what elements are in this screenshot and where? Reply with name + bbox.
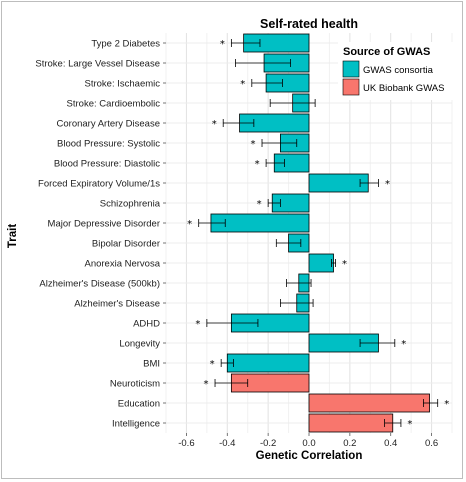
significance-star: * — [204, 379, 209, 390]
axis-layer: Type 2 Diabetes Stroke: Large Vessel Dise… — [35, 39, 438, 450]
significance-star: * — [444, 399, 449, 410]
bar — [308, 393, 430, 413]
x-tick-label: 0.4 — [384, 438, 397, 449]
significance-star: * — [342, 259, 347, 270]
y-tick-label: Stroke: Large Vessel Disease — [35, 59, 160, 70]
x-tick-label: -0.6 — [178, 438, 194, 449]
y-tick-label: Schizophrenia — [100, 199, 161, 210]
legend-swatch-uk-biobank — [342, 78, 360, 96]
bar — [308, 173, 369, 193]
significance-star: * — [240, 79, 245, 90]
significance-star: * — [195, 319, 200, 330]
x-tick-label: 0.0 — [302, 438, 315, 449]
y-tick-label: Alzheimer's Disease (500kb) — [39, 279, 160, 290]
bars-layer: *************** — [187, 33, 449, 433]
bar — [226, 353, 310, 373]
y-tick-label: Coronary Artery Disease — [57, 119, 160, 130]
x-tick-label: 0.2 — [343, 438, 356, 449]
legend-label-gwas-consortia: GWAS consortia — [363, 65, 434, 76]
y-tick-label: Alzheimer's Disease — [74, 299, 160, 310]
legend-label-uk-biobank: UK Biobank GWAS — [363, 83, 444, 94]
legend: Source of GWAS GWAS consortia UK Biobank… — [338, 42, 458, 100]
significance-star: * — [220, 39, 225, 50]
bar — [308, 413, 394, 433]
significance-star: * — [255, 159, 260, 170]
bar — [308, 253, 334, 273]
y-tick-label: Blood Pressure: Systolic — [57, 139, 160, 150]
x-axis-title: Genetic Correlation — [256, 450, 363, 462]
y-tick-label: Type 2 Diabetes — [91, 39, 160, 50]
chart-title: Self-rated health — [260, 17, 358, 31]
y-tick-label: Longevity — [119, 339, 160, 350]
significance-star: * — [251, 139, 256, 150]
y-tick-label: Anorexia Nervosa — [84, 259, 160, 270]
significance-star: * — [385, 179, 390, 190]
x-tick-label: 0.6 — [425, 438, 438, 449]
x-tick-label: -0.2 — [260, 438, 276, 449]
y-tick-label: Neuroticism — [110, 379, 160, 390]
significance-star: * — [212, 119, 217, 130]
significance-star: * — [210, 359, 215, 370]
y-tick-label: Forced Expiratory Volume/1s — [38, 179, 160, 190]
legend-title: Source of GWAS — [343, 46, 430, 58]
y-tick-label: Blood Pressure: Diastolic — [54, 159, 160, 170]
significance-star: * — [401, 339, 406, 350]
y-tick-label: ADHD — [133, 319, 160, 330]
y-tick-label: Education — [118, 399, 160, 410]
significance-star: * — [257, 199, 262, 210]
y-tick-label: Major Depressive Disorder — [48, 219, 160, 230]
y-tick-label: Stroke: Ischaemic — [85, 79, 161, 90]
y-tick-label: Bipolar Disorder — [92, 239, 160, 250]
y-tick-label: Stroke: Cardioembolic — [67, 99, 161, 110]
bar — [210, 213, 310, 233]
y-tick-label: BMI — [143, 359, 160, 370]
y-axis-title: Trait — [7, 224, 19, 248]
significance-star: * — [407, 419, 412, 430]
legend-swatch-gwas-consortia — [342, 60, 360, 78]
x-tick-label: -0.4 — [219, 438, 235, 449]
y-tick-label: Intelligence — [112, 419, 160, 430]
significance-star: * — [187, 219, 192, 230]
